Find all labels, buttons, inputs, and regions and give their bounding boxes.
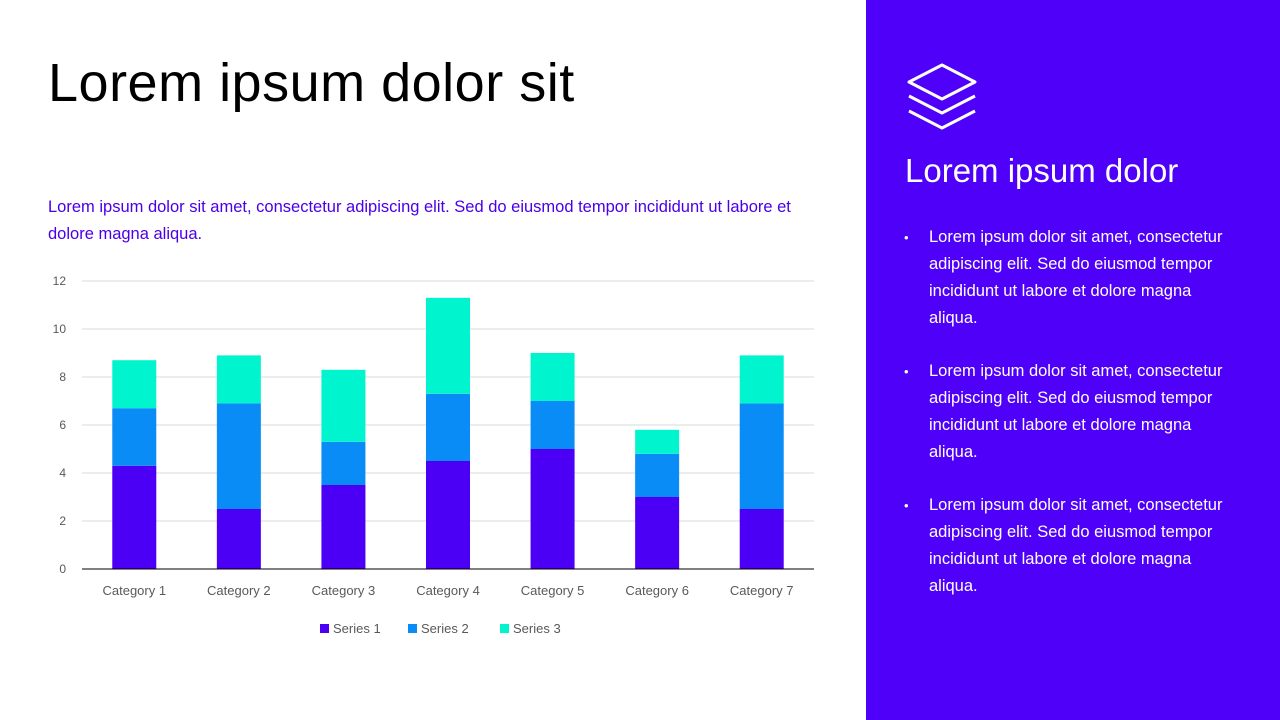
x-tick-label: Category 3 [312, 583, 376, 598]
y-tick-label: 8 [59, 370, 66, 384]
x-tick-label: Category 4 [416, 583, 480, 598]
bullet-list: Lorem ipsum dolor sit amet, consectetur … [904, 224, 1244, 626]
legend-swatch [408, 624, 417, 633]
y-tick-label: 2 [59, 514, 66, 528]
y-tick-label: 4 [59, 466, 66, 480]
bar-segment [321, 485, 366, 569]
legend-label: Series 3 [513, 621, 561, 636]
bar-segment [739, 509, 784, 569]
legend-swatch [500, 624, 509, 633]
bar-segment [112, 408, 157, 466]
x-tick-label: Category 2 [207, 583, 271, 598]
intro-text: Lorem ipsum dolor sit amet, consectetur … [48, 198, 791, 243]
legend-label: Series 1 [333, 621, 381, 636]
x-tick-label: Category 6 [625, 583, 689, 598]
bar-segment [635, 497, 680, 569]
bullet-item: Lorem ipsum dolor sit amet, consectetur … [904, 492, 1244, 600]
bar-segment [739, 403, 784, 509]
y-tick-label: 12 [53, 274, 67, 288]
bar-segment [635, 429, 680, 454]
bar-segment [321, 369, 366, 442]
y-tick-label: 0 [59, 562, 66, 576]
bar-segment [426, 393, 470, 461]
bar-segment [112, 465, 157, 569]
x-tick-label: Category 1 [102, 583, 166, 598]
bar-segment [635, 453, 680, 497]
panel-heading: Lorem ipsum dolor [905, 152, 1179, 189]
y-tick-label: 6 [59, 418, 66, 432]
bullet-item: Lorem ipsum dolor sit amet, consectetur … [904, 224, 1244, 332]
bar-segment [216, 355, 261, 404]
bar-segment [530, 353, 575, 401]
side-panel: Lorem ipsum dolor Lorem ipsum dolor sit … [866, 0, 1280, 720]
bar-segment [530, 401, 575, 449]
bar-segment [216, 403, 261, 509]
bar-segment [112, 360, 157, 409]
legend-label: Series 2 [421, 621, 469, 636]
page-title: Lorem ipsum dolor sit [48, 53, 575, 113]
bar-segment [530, 449, 575, 569]
y-tick-label: 10 [53, 322, 67, 336]
bar-segment [426, 461, 470, 569]
bar-segment [321, 441, 366, 485]
x-tick-label: Category 7 [730, 583, 794, 598]
layers-icon [907, 63, 977, 130]
bar-segment [739, 355, 784, 404]
bullet-item: Lorem ipsum dolor sit amet, consectetur … [904, 358, 1244, 466]
x-tick-label: Category 5 [521, 583, 585, 598]
legend-swatch [320, 624, 329, 633]
bar-segment [216, 509, 261, 569]
bar-segment [426, 297, 470, 394]
stacked-bar-chart: 0 2 4 6 8 10 12 Category 1 Category 2 Category 3 C… [53, 274, 814, 636]
